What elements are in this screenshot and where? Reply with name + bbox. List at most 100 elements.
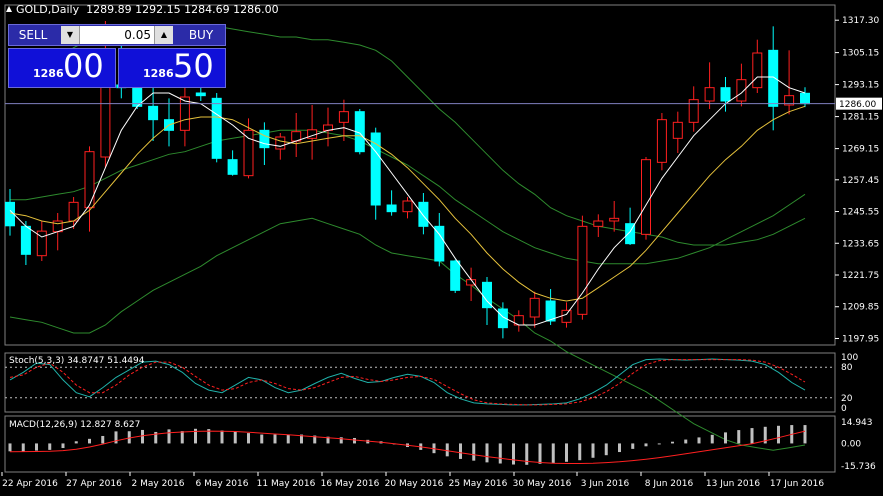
macd-histogram-bar bbox=[445, 443, 449, 457]
price-tick-label: 1221.75 bbox=[842, 271, 879, 281]
candle-body[interactable] bbox=[497, 308, 508, 329]
candle-body[interactable] bbox=[529, 297, 540, 318]
candle-body[interactable] bbox=[179, 96, 190, 131]
price-tick-label: 1209.85 bbox=[842, 303, 879, 313]
macd-histogram-bar bbox=[220, 430, 224, 444]
candle-body[interactable] bbox=[195, 92, 206, 97]
macd-histogram-bar bbox=[207, 429, 211, 444]
macd-histogram-bar bbox=[710, 434, 714, 444]
candle-body[interactable] bbox=[211, 97, 222, 159]
candle-body[interactable] bbox=[68, 201, 79, 222]
candle-body[interactable] bbox=[672, 121, 683, 139]
candle-body[interactable] bbox=[577, 225, 588, 315]
candle-body[interactable] bbox=[688, 99, 699, 123]
macd-histogram-bar bbox=[538, 443, 542, 464]
candle-body[interactable] bbox=[641, 159, 651, 235]
buy-price-box[interactable]: 1286 50 bbox=[118, 47, 226, 88]
macd-histogram-bar bbox=[35, 443, 38, 451]
candle-body[interactable] bbox=[625, 223, 636, 245]
buy-button[interactable]: BUY bbox=[188, 28, 214, 42]
sell-price-small: 1286 bbox=[33, 67, 64, 80]
candle-body[interactable] bbox=[768, 49, 779, 107]
candle-body[interactable] bbox=[736, 79, 747, 102]
price-tick-label: 1293.15 bbox=[842, 81, 879, 91]
macd-histogram-bar bbox=[141, 429, 144, 444]
stochastic-k-line bbox=[9, 358, 806, 406]
current-price-label: 1286.00 bbox=[839, 100, 876, 110]
macd-histogram-bar bbox=[618, 443, 621, 453]
sell-price-box[interactable]: 1286 00 bbox=[8, 47, 116, 88]
candle-body[interactable] bbox=[720, 87, 731, 102]
price-tick-label: 1233.65 bbox=[842, 239, 879, 249]
macd-histogram-bar bbox=[763, 426, 767, 444]
time-axis-label: 25 May 2016 bbox=[449, 479, 508, 489]
macd-signal-line bbox=[9, 430, 806, 464]
macd-histogram-bar bbox=[366, 439, 370, 444]
macd-histogram-bar bbox=[180, 431, 184, 444]
candle-body[interactable] bbox=[402, 200, 413, 213]
candle-body[interactable] bbox=[20, 225, 31, 255]
candle-body[interactable] bbox=[418, 201, 429, 227]
buy-price-big: 50 bbox=[173, 47, 214, 85]
lot-decrease-icon[interactable]: ▼ bbox=[61, 26, 80, 44]
time-axis-label: 17 Jun 2016 bbox=[770, 479, 824, 489]
lot-size-stepper[interactable]: ▼ 0.05 ▲ bbox=[61, 26, 173, 44]
candle-body[interactable] bbox=[84, 151, 95, 209]
bollinger-middle-line bbox=[10, 129, 806, 265]
candle-body[interactable] bbox=[370, 132, 381, 206]
macd-histogram-bar bbox=[21, 443, 25, 452]
macd-histogram-bar bbox=[101, 435, 105, 444]
candle-body[interactable] bbox=[704, 87, 715, 102]
collapse-triangle-icon[interactable] bbox=[6, 6, 12, 12]
stochastic-tick-label: 20 bbox=[841, 394, 853, 404]
candle-body[interactable] bbox=[243, 129, 254, 177]
lot-increase-icon[interactable]: ▲ bbox=[154, 26, 173, 44]
macd-histogram-bar bbox=[313, 435, 317, 444]
candle-body[interactable] bbox=[148, 105, 159, 121]
candle-body[interactable] bbox=[52, 220, 63, 233]
macd-histogram-bar bbox=[737, 430, 741, 444]
macd-histogram-bar bbox=[339, 437, 343, 444]
macd-histogram-bar bbox=[777, 425, 780, 444]
candle-body[interactable] bbox=[545, 300, 556, 322]
stochastic-tick-label: 80 bbox=[841, 363, 853, 373]
macd-histogram-bar bbox=[260, 434, 264, 444]
candle-body[interactable] bbox=[561, 309, 572, 323]
candle-body[interactable] bbox=[609, 217, 620, 222]
macd-histogram-bar bbox=[551, 443, 555, 463]
stochastic-tick-label: 0 bbox=[841, 404, 847, 414]
stochastic-label: Stoch(5,3,3) 34.8747 51.4494 bbox=[9, 356, 145, 366]
candle-body[interactable] bbox=[36, 230, 47, 257]
candle-body[interactable] bbox=[386, 204, 397, 213]
candle-body[interactable] bbox=[784, 95, 795, 106]
candle-body[interactable] bbox=[275, 136, 286, 150]
candle-body[interactable] bbox=[450, 260, 461, 291]
price-tick-label: 1197.95 bbox=[842, 334, 879, 344]
candle-body[interactable] bbox=[100, 81, 111, 158]
macd-histogram-bar bbox=[644, 443, 648, 447]
lot-size-value[interactable]: 0.05 bbox=[124, 28, 151, 42]
macd-tick-label: -15.736 bbox=[841, 462, 876, 472]
candle-body[interactable] bbox=[752, 52, 763, 89]
macd-tick-label: 0.00 bbox=[841, 439, 861, 449]
macd-histogram-bar bbox=[233, 431, 237, 444]
candle-body[interactable] bbox=[259, 129, 270, 149]
candle-body[interactable] bbox=[338, 111, 349, 123]
time-axis-label: 3 Jun 2016 bbox=[581, 479, 630, 489]
price-tick-label: 1305.15 bbox=[842, 49, 879, 59]
price-tick-label: 1317.30 bbox=[842, 16, 879, 26]
moving-average-fast-line bbox=[9, 76, 806, 326]
time-axis-label: 16 May 2016 bbox=[321, 479, 380, 489]
price-tick-label: 1245.55 bbox=[842, 208, 879, 218]
macd-histogram-bar bbox=[485, 443, 489, 463]
candle-body[interactable] bbox=[593, 220, 604, 227]
candle-body[interactable] bbox=[434, 225, 445, 262]
macd-histogram-bar bbox=[472, 443, 476, 461]
macd-histogram-bar bbox=[61, 443, 65, 449]
macd-histogram-bar bbox=[88, 438, 91, 444]
candle-body[interactable] bbox=[800, 92, 810, 105]
candle-body[interactable] bbox=[227, 159, 238, 175]
candle-body[interactable] bbox=[656, 119, 667, 163]
sell-button[interactable]: SELL bbox=[18, 28, 48, 42]
